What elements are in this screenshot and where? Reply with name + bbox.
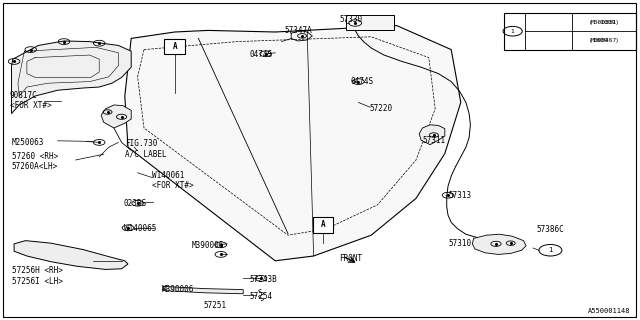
Text: 57256H <RH>
57256I <LH>: 57256H <RH> 57256I <LH>: [12, 266, 62, 285]
FancyBboxPatch shape: [346, 15, 394, 30]
Text: M390006: M390006: [162, 285, 195, 294]
Text: FIG.730
A/C LABEL: FIG.730 A/C LABEL: [125, 139, 166, 158]
Text: 1: 1: [511, 29, 515, 34]
Text: A: A: [321, 220, 326, 229]
Text: A: A: [172, 42, 177, 51]
Text: 57243B: 57243B: [250, 276, 277, 284]
Text: 57347A: 57347A: [285, 26, 312, 35]
Text: 0474S: 0474S: [351, 77, 374, 86]
Text: 1: 1: [548, 247, 552, 253]
Text: 57313: 57313: [448, 191, 471, 200]
Polygon shape: [12, 41, 131, 114]
Polygon shape: [14, 241, 128, 269]
Polygon shape: [101, 105, 131, 128]
Text: 57310: 57310: [448, 239, 471, 248]
Polygon shape: [419, 125, 445, 145]
Text: 57260 <RH>
57260A<LH>: 57260 <RH> 57260A<LH>: [12, 152, 58, 171]
Polygon shape: [125, 26, 461, 261]
Text: M000457: M000457: [590, 38, 617, 43]
Text: 57311: 57311: [422, 136, 445, 145]
Text: 90817C
<FOR XT#>: 90817C <FOR XT#>: [10, 91, 51, 110]
Text: M390006: M390006: [192, 241, 225, 250]
Polygon shape: [163, 286, 243, 294]
Text: 57220: 57220: [370, 104, 393, 113]
Text: W140061
<FOR XT#>: W140061 <FOR XT#>: [152, 171, 194, 190]
Text: M250063: M250063: [12, 138, 44, 147]
FancyBboxPatch shape: [504, 13, 636, 50]
Text: 0474S: 0474S: [250, 50, 273, 59]
Text: A550001148: A550001148: [588, 308, 630, 314]
Text: 57330: 57330: [339, 15, 362, 24]
FancyBboxPatch shape: [313, 217, 333, 233]
Text: 57254: 57254: [250, 292, 273, 301]
Polygon shape: [472, 234, 526, 254]
Text: M000331: M000331: [590, 20, 617, 25]
Text: 57386C: 57386C: [536, 225, 564, 234]
Text: FRONT: FRONT: [339, 254, 362, 263]
Text: W140065: W140065: [124, 224, 156, 233]
Text: (1609- ): (1609- ): [589, 38, 618, 43]
Text: 57251: 57251: [204, 301, 227, 310]
FancyBboxPatch shape: [164, 39, 185, 54]
Text: ( -1609): ( -1609): [589, 20, 618, 25]
Text: 023BS: 023BS: [124, 199, 147, 208]
